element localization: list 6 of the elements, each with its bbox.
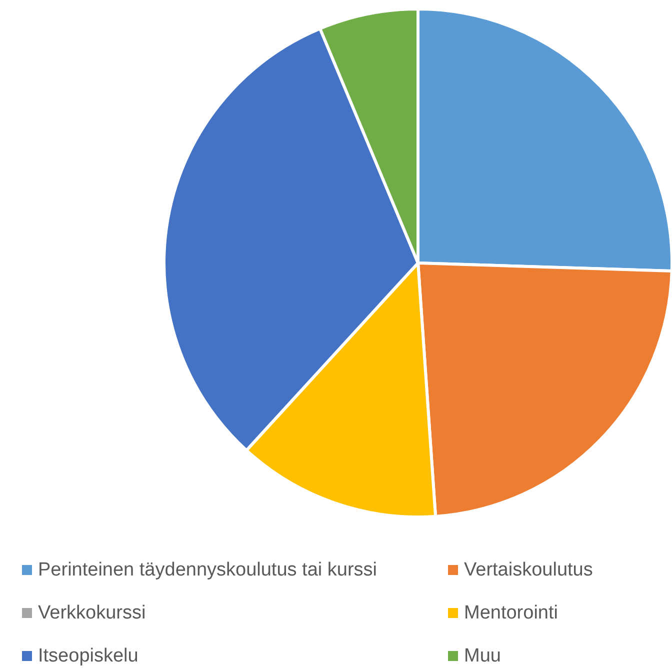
legend-label: Muu <box>464 646 501 666</box>
legend-label: Mentorointi <box>464 602 558 624</box>
legend-label: Perinteinen täydennyskoulutus tai kurssi <box>38 560 378 580</box>
legend-label: Itseopiskelu <box>38 646 138 666</box>
legend-label: Vertaiskoulutus <box>464 560 593 580</box>
legend-label: Verkkokurssi <box>38 602 146 624</box>
